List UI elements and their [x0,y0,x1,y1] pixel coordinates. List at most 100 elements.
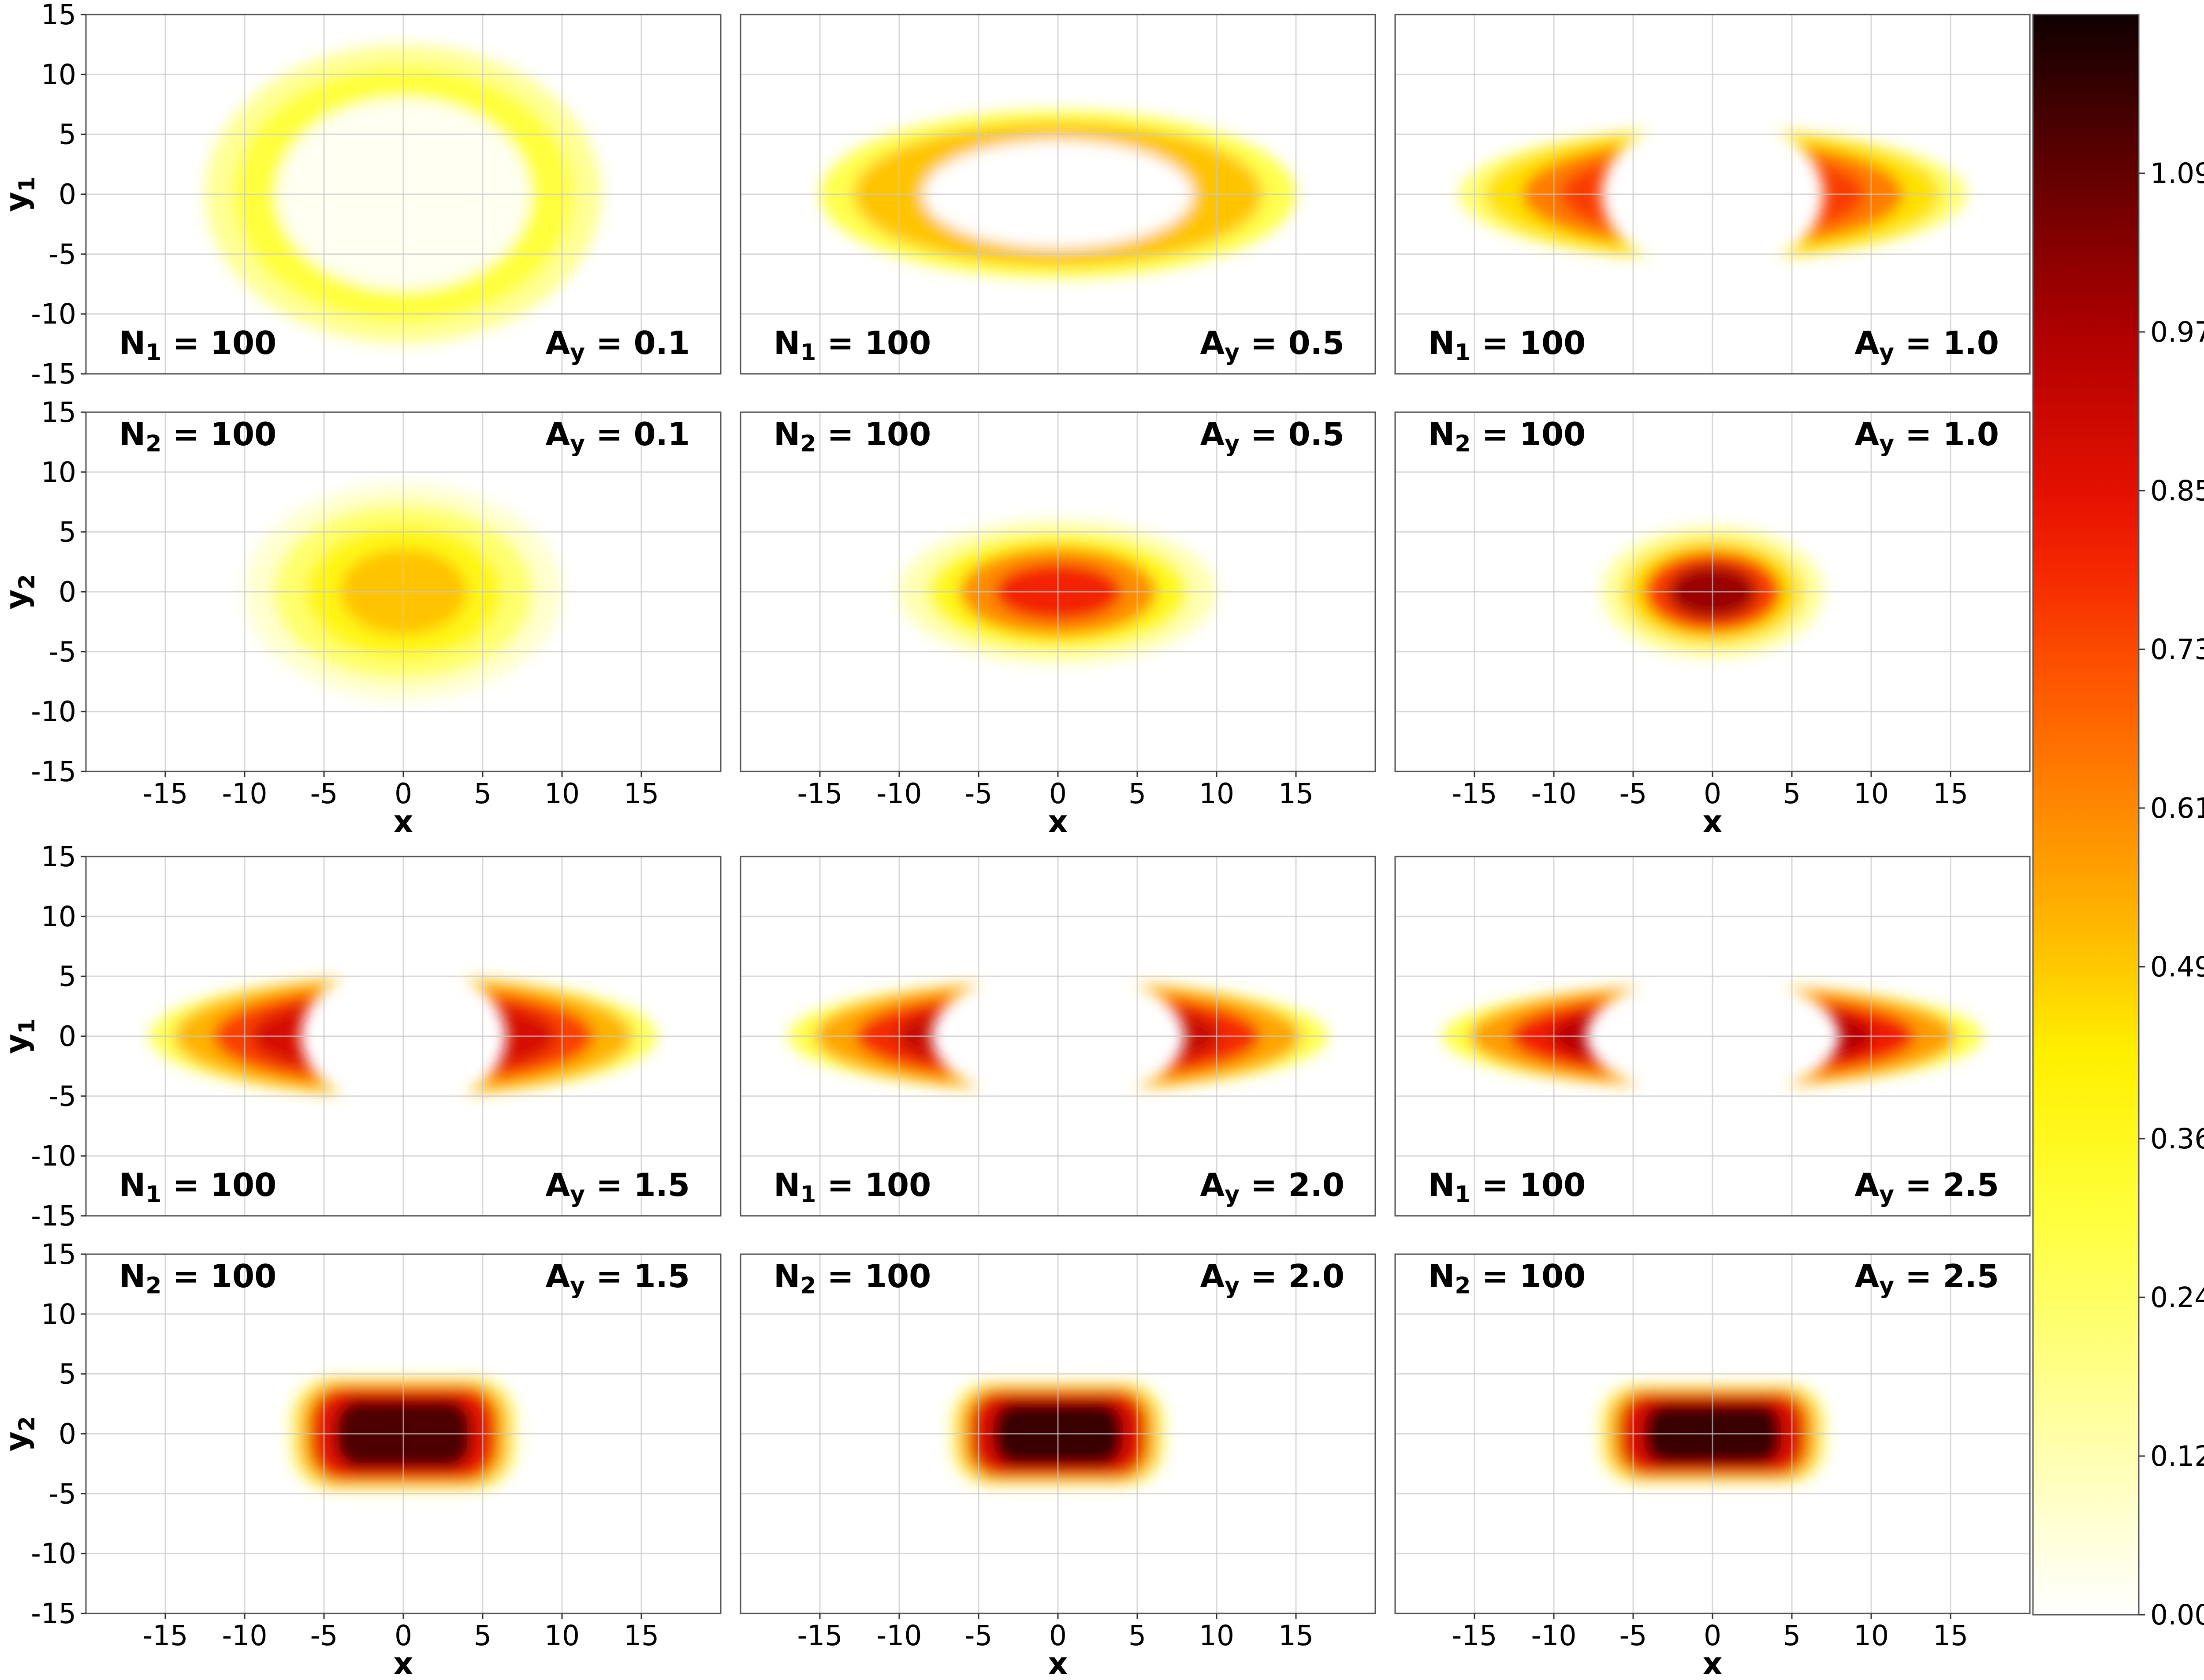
colorbar-gradient [2032,14,2140,1616]
amplitude-label: Ay = 0.1 [545,324,690,366]
particle-count-label: N2 = 100 [1428,416,1586,457]
x-tick-label: -5 [965,1620,993,1652]
x-tick-label: -10 [1531,1620,1577,1652]
x-tick-label: 0 [1049,778,1067,810]
y-tick-label: -10 [31,696,76,728]
heatmap-panel: -15 -10 -5 0 5 10 15 x N2 = 100 Ay = 1.0 [1394,411,2031,840]
particle-count-label: N2 = 100 [774,1258,931,1299]
x-tick-label: 0 [1704,778,1721,810]
x-tick-label: 15 [624,1620,659,1652]
x-tick-label: 5 [1783,1620,1801,1652]
y-axis-label: y2 [0,574,40,609]
y-tick-label: 5 [59,516,76,548]
y-tick-label: -15 [31,1200,76,1232]
heatmap-panel: -15 -10 -5 0 5 10 15 x N2 = 100 Ay = 2.5 [1394,1253,2031,1680]
panel-frame [1394,856,2031,1217]
particle-count-label: N2 = 100 [119,1258,276,1299]
x-tick-label: 5 [1128,1620,1146,1652]
y-axis-label: y1 [0,176,40,212]
y-tick-label: 10 [41,456,76,488]
x-axis-label: x [393,804,413,840]
x-tick-label: -10 [222,778,268,810]
x-axis-label: x [393,1646,413,1680]
y-tick-label: 10 [41,1298,76,1330]
particle-count-label: N1 = 100 [1428,324,1586,366]
particle-count-label: N1 = 100 [1428,1166,1586,1208]
x-tick-label: -15 [1452,1620,1497,1652]
colorbar-tick-label: 0.49 [2150,951,2204,983]
y-tick-label: 0 [59,1418,76,1450]
y-tick-label: -15 [31,756,76,788]
y-tick-label: 0 [59,179,76,211]
x-tick-label: 15 [1933,1620,1968,1652]
x-tick-label: -5 [1619,1620,1647,1652]
heatmap-panel: 15 10 5 0 -5 -10 -15 y2 -15 -10 -5 0 5 10 15 x N2 = 100 A… [0,396,722,840]
panel-frame [1394,14,2031,375]
x-tick-label: -10 [877,778,922,810]
colorbar-tick-label: 0.97 [2150,316,2204,348]
heatmap-panel: 15 10 5 0 -5 -10 -15 y1 N1 = 100 Ay = 1.5 [0,841,722,1232]
x-tick-label: 10 [1854,1620,1889,1652]
x-tick-label: 0 [395,1620,412,1652]
y-tick-label: -5 [48,238,76,270]
x-tick-label: 10 [544,778,580,810]
y-tick-label: -10 [31,1140,76,1172]
colorbar-tick-label: 0.12 [2150,1440,2204,1472]
colorbar: 0.00 0.12 0.24 0.36 0.49 0.61 0.73 0.85 0.97 1.09 [2032,14,2204,1631]
x-tick-label: -15 [797,1620,843,1652]
y-tick-label: 5 [59,961,76,993]
heatmap-panel: N1 = 100 Ay = 2.0 [740,856,1376,1217]
y-tick-label: 10 [41,59,76,91]
x-tick-label: 5 [474,1620,491,1652]
y-tick-label: -15 [31,1598,76,1630]
amplitude-label: Ay = 2.0 [1200,1258,1344,1299]
x-tick-label: 0 [1704,1620,1721,1652]
y-tick-label: -10 [31,298,76,330]
amplitude-label: Ay = 2.5 [1854,1166,1999,1208]
x-tick-label: 5 [1783,778,1801,810]
amplitude-label: Ay = 0.5 [1200,416,1344,457]
amplitude-label: Ay = 2.5 [1854,1258,1999,1299]
y-tick-label: -10 [31,1538,76,1570]
particle-count-label: N2 = 100 [119,416,276,457]
y-axis-label: y1 [0,1018,40,1054]
x-tick-label: 10 [544,1620,580,1652]
x-tick-label: -15 [143,1620,188,1652]
x-tick-label: 0 [395,778,412,810]
colorbar-tick-label: 0.61 [2150,792,2204,824]
x-tick-label: 15 [1933,778,1968,810]
x-tick-label: 15 [624,778,659,810]
colorbar-tick-label: 0.24 [2150,1281,2204,1314]
x-tick-label: 15 [1278,1620,1314,1652]
y-tick-label: -15 [31,358,76,390]
y-tick-label: 5 [59,119,76,151]
particle-count-label: N1 = 100 [774,324,931,366]
y-tick-label: 15 [41,841,76,873]
x-axis-label: x [1048,804,1068,840]
particle-count-label: N1 = 100 [119,324,276,366]
amplitude-label: Ay = 1.5 [545,1258,690,1299]
panel-frame [740,14,1376,375]
amplitude-label: Ay = 0.5 [1200,324,1344,366]
x-tick-label: -15 [1452,778,1497,810]
x-tick-label: 15 [1278,778,1314,810]
colorbar-tick-label: 0.00 [2150,1599,2204,1631]
y-tick-label: 0 [59,576,76,608]
x-tick-label: -15 [143,778,188,810]
amplitude-label: Ay = 1.0 [1854,324,1999,366]
x-tick-label: 5 [474,778,491,810]
x-axis-label: x [1702,1646,1722,1680]
x-tick-label: 10 [1854,778,1889,810]
particle-count-label: N2 = 100 [1428,1258,1586,1299]
particle-count-label: N2 = 100 [774,416,931,457]
heatmap-panel: N1 = 100 Ay = 1.0 [1394,14,2031,375]
x-tick-label: 10 [1199,1620,1234,1652]
y-tick-label: -5 [48,1080,76,1112]
x-tick-label: -10 [877,1620,922,1652]
y-tick-label: -5 [48,1478,76,1510]
heatmap-panel: -15 -10 -5 0 5 10 15 x N2 = 100 Ay = 0.5 [740,411,1376,840]
x-axis-label: x [1048,1646,1068,1680]
x-tick-label: -5 [965,778,993,810]
amplitude-label: Ay = 0.1 [545,416,690,457]
